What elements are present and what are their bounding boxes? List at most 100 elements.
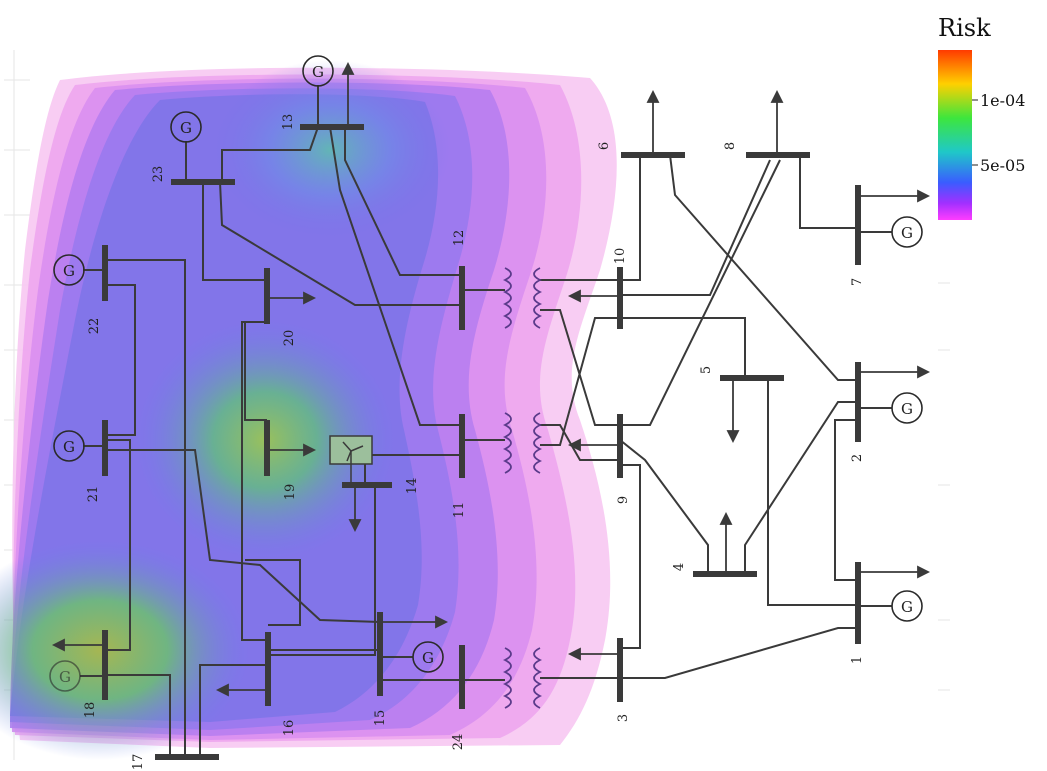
transformers (502, 267, 543, 709)
bus-21 (102, 420, 108, 476)
line-5-1 (767, 378, 858, 606)
legend-tick-mid: 5e-05 (980, 156, 1025, 175)
line-9-3 (620, 464, 641, 649)
line-11-9 (540, 424, 620, 461)
load-arrow-6 (646, 89, 660, 155)
bus-label-3: 3 (616, 714, 631, 722)
bus-22 (102, 245, 108, 301)
line-18-17 (105, 674, 171, 757)
line-22-17 (105, 259, 186, 757)
line-4-2 (744, 401, 858, 573)
load-arrows (51, 61, 931, 697)
line-16-17 (199, 664, 268, 757)
bus-7 (855, 185, 861, 265)
bus-12 (459, 266, 465, 330)
bus-label-21: 21 (86, 486, 101, 503)
load-arrow-10 (567, 289, 620, 303)
line-6-2 (669, 154, 858, 381)
load-arrow-2 (858, 365, 931, 379)
bus-9 (617, 414, 623, 478)
bus-20 (264, 268, 270, 324)
transformer-24-3 (502, 647, 543, 709)
line-16-19 (241, 321, 268, 641)
bus-label-9: 9 (616, 496, 631, 504)
line-21-15 (105, 449, 381, 623)
generator-15-icon: G (412, 641, 444, 673)
load-arrow-14 (348, 485, 362, 533)
load-arrow-9 (567, 438, 620, 452)
load-arrow-1 (858, 565, 931, 579)
bus-label-2: 2 (850, 454, 865, 462)
svg-text:G: G (59, 668, 71, 686)
line-13-11 (329, 126, 462, 426)
bus-14 (342, 482, 392, 488)
generator-leads (80, 85, 892, 677)
bus-18 (102, 630, 108, 700)
bus-label-15: 15 (373, 710, 388, 727)
bus-15 (377, 612, 383, 696)
bus-23 (171, 179, 235, 185)
bus-label-23: 23 (151, 166, 166, 183)
line-19-20 (244, 322, 267, 421)
generators: G G G G G G G G (49, 55, 923, 692)
bus-label-19: 19 (283, 484, 298, 501)
bus-6 (621, 152, 685, 158)
bus-16 (265, 632, 271, 706)
line-10-6 (620, 155, 641, 281)
transmission-lines (105, 126, 858, 757)
bus-label-5: 5 (699, 366, 714, 374)
svg-text:G: G (63, 438, 75, 456)
generator-22-icon: G (53, 254, 85, 286)
bus-label-11: 11 (452, 502, 467, 519)
bus-label-12: 12 (452, 230, 467, 247)
bus-5 (720, 375, 784, 381)
line-10-8 (620, 159, 771, 296)
bus-label-4: 4 (672, 563, 687, 571)
bus-13 (300, 124, 364, 130)
bus-1 (855, 562, 861, 644)
legend-tick-high: 1e-04 (980, 91, 1025, 110)
bus-label-1: 1 (850, 656, 865, 664)
heat-hotspot-bus13 (210, 60, 450, 240)
load-arrow-5 (726, 378, 740, 444)
load-arrow-15 (380, 615, 449, 629)
bus-4 (693, 571, 757, 577)
line-22-21 (105, 284, 136, 436)
line-23-20 (202, 182, 267, 281)
line-13-12 (344, 127, 462, 276)
line-8-7 (799, 155, 858, 229)
faint-right-ticks (938, 282, 950, 691)
bus-3 (617, 638, 623, 702)
line-23-12 (219, 181, 462, 306)
bus-label-6: 6 (597, 142, 612, 150)
line-9-4 (619, 439, 709, 573)
bus-label-24: 24 (451, 734, 466, 751)
risk-legend: Risk 1e-04 5e-05 (938, 14, 1025, 220)
bus-label-7: 7 (850, 278, 865, 286)
line-16-14 (268, 485, 376, 656)
svg-text:G: G (180, 119, 192, 137)
bus-17 (155, 754, 219, 760)
load-arrow-13 (341, 61, 355, 127)
load-arrow-20 (267, 291, 317, 305)
load-arrow-4 (719, 511, 733, 573)
bus-label-13: 13 (281, 114, 296, 131)
load-arrow-16 (215, 683, 268, 697)
wind-turbine-icon (329, 435, 373, 482)
line-21-18 (105, 439, 131, 651)
bus-labels: 13 23 22 20 12 21 19 14 11 18 16 15 24 1… (83, 114, 865, 771)
line-23-13 (221, 126, 319, 180)
generator-21-icon: G (53, 430, 85, 462)
line-9-8 (620, 159, 781, 426)
generator-18-icon: G (49, 660, 81, 692)
bus-11 (459, 414, 465, 478)
line-16-19b (245, 559, 301, 626)
bus-label-22: 22 (87, 318, 102, 335)
legend-color-bar (938, 50, 972, 220)
buses (102, 124, 861, 760)
bus-2 (855, 362, 861, 442)
generator-7-icon: G (891, 216, 923, 248)
load-arrow-8 (770, 89, 784, 155)
